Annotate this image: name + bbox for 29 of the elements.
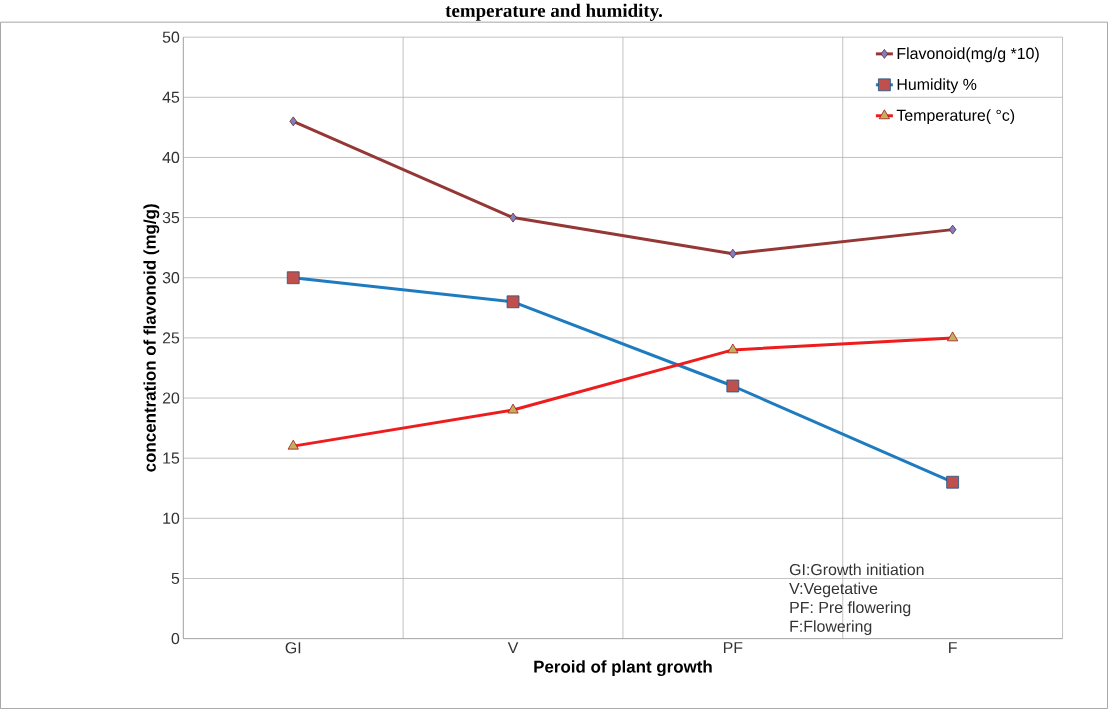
y-tick-label: 15 <box>163 452 180 464</box>
x-tick-label: F <box>949 642 957 654</box>
x-axis-title: Peroid of plant growth <box>534 660 712 677</box>
point <box>729 248 737 259</box>
y-tick-label: 40 <box>162 151 180 164</box>
y-tick-label: 0 <box>171 632 180 645</box>
annotation: GI:Growth initiation <box>789 563 924 576</box>
y-tick-label: 25 <box>162 332 180 344</box>
y-tick-label: 5 <box>171 572 180 585</box>
x-tick-label: V <box>507 642 519 654</box>
x-tick-label: PF <box>723 642 743 654</box>
y-tick-label: 20 <box>162 392 180 404</box>
y-tick-label: 35 <box>162 211 180 224</box>
point <box>509 212 517 223</box>
chart-title: temperature and humidity. <box>445 3 663 21</box>
legend-label: Temperature( °c) <box>896 109 1015 125</box>
point <box>289 116 297 127</box>
legend-label: Humidity % <box>897 78 977 94</box>
legend-label: Flavonoid(mg/g *10) <box>897 47 1039 63</box>
annotation: V:Vegetative <box>789 582 878 598</box>
x-tick-label: GI <box>285 642 301 654</box>
point <box>948 224 957 235</box>
y-tick-label: 50 <box>162 31 180 43</box>
y-tick-label: 45 <box>162 91 180 103</box>
y-tick-label: 30 <box>162 272 180 284</box>
annotation: F:Flowering <box>790 620 872 636</box>
y-tick-label: 10 <box>163 512 180 524</box>
annotation: PF: Pre flowering <box>790 601 911 617</box>
y-axis-title: concentration of flavonoid (mg/g) <box>143 204 160 472</box>
